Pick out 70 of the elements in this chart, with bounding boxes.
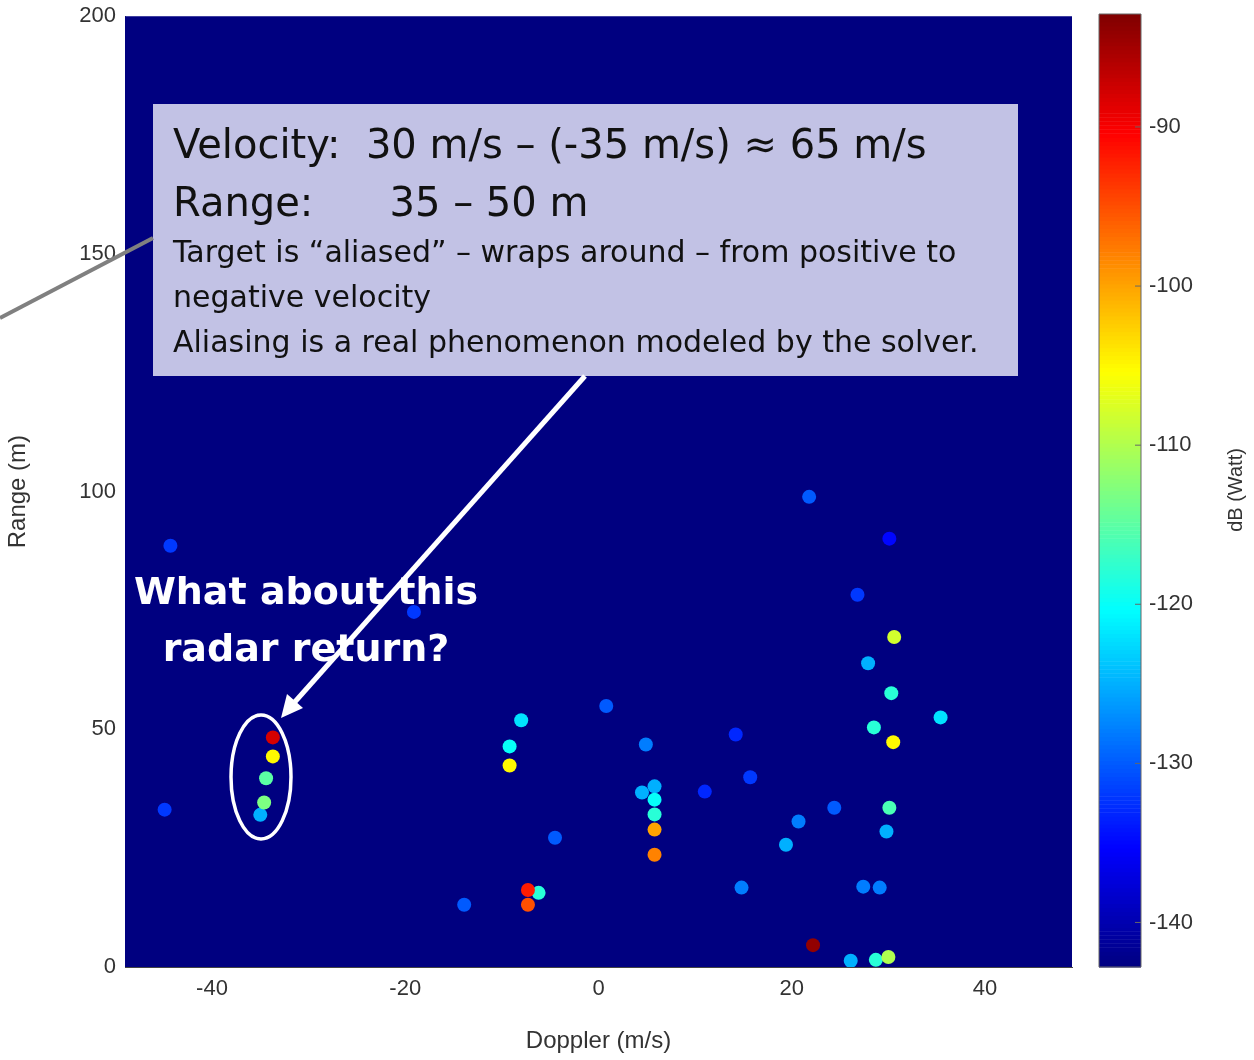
point [253,807,268,822]
x-tick-label: 0 [592,975,605,1001]
y-tick-label: 50 [91,715,116,741]
point [599,699,614,714]
point [868,952,883,967]
color-bar-label: -120 [1149,590,1194,616]
point [933,710,948,725]
annotation: Target is “aliased” – wraps around – from positive to negative velocity [172,234,957,314]
point [866,720,881,735]
annotation: Aliasing is a real phenomenon modeled by the solver. [173,324,979,359]
point [697,784,712,799]
x-tick-label: 40 [972,975,998,1001]
point [882,800,897,815]
point [647,847,662,862]
point [638,737,653,752]
point [265,730,280,745]
point [265,749,280,764]
point [259,771,274,786]
point [827,800,842,815]
x-tick-label: -20 [389,975,422,1001]
annotation: Velocity: 30 m/s – (-35 m/s) ≈ 65 m/s [173,121,927,167]
point [843,953,858,967]
y-tick-label: 200 [79,2,116,28]
point [548,830,563,845]
point [647,822,662,837]
y-tick-label: 100 [79,477,116,503]
point [734,880,749,895]
point [647,779,662,794]
point [887,630,902,645]
point [728,727,743,742]
point [861,656,876,671]
point [850,587,865,602]
color-bar-label: -110 [1149,431,1192,457]
point [514,713,529,728]
point [778,837,793,852]
point [882,531,897,546]
x-tick-label: 20 [779,975,805,1001]
point [157,802,172,817]
point [743,770,758,785]
point [520,882,535,897]
y-axis-title: Range (m) [3,434,31,549]
color-bar-label: -140 [1149,908,1194,934]
point [647,807,662,822]
color-bar-label: -130 [1149,749,1194,775]
point [806,938,821,953]
color-bar-title: dB (Watt) [1223,448,1246,532]
point [406,604,421,619]
x-tick-label: -40 [196,975,228,1001]
point [881,950,896,965]
point [886,735,901,750]
point [802,489,817,504]
x-axis-title: Doppler (m/s) [525,1026,672,1054]
color-bar-label: -100 [1149,272,1194,298]
y-tick-label: 0 [103,953,116,979]
point [872,880,887,895]
point [879,824,894,839]
point [856,879,871,894]
point [647,792,662,807]
color-bar-label: -90 [1149,113,1181,139]
point [791,814,806,829]
y-tick-label: 150 [79,239,116,265]
point [520,897,535,912]
point [502,739,517,754]
point [884,686,899,701]
point [257,795,272,810]
point [634,785,649,800]
annotation: Range: 35 – 50 m [173,179,589,225]
point [457,897,472,912]
point [163,538,178,553]
point [502,758,517,773]
